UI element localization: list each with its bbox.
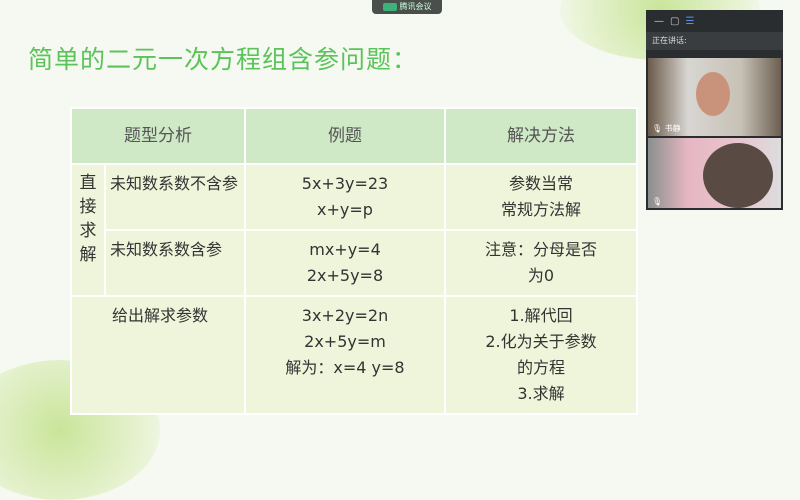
method-line: 2.化为关于参数 — [485, 332, 597, 351]
method-cell: 参数当常 常规方法解 — [444, 163, 638, 231]
equation: 解为：x=4 y=8 — [285, 358, 405, 377]
header-example: 例题 — [244, 107, 446, 165]
app-logo-icon — [382, 2, 397, 11]
header-method: 解决方法 — [444, 107, 638, 165]
app-name: 腾讯会议 — [399, 2, 432, 11]
equation: 5x+3y=23 — [301, 174, 389, 193]
meeting-video-panel: — ▢ ☰ 正在讲话: 🎙 书静 🎙 — [646, 10, 783, 210]
mic-icon: 🎙 — [652, 197, 663, 206]
participant-tag: 🎙 书静 — [652, 123, 681, 134]
method-line: 的方程 — [516, 358, 565, 377]
example-cell: 5x+3y=23 x+y=p — [244, 163, 446, 231]
equation: 2x+5y=8 — [306, 266, 384, 285]
participant-face — [703, 143, 773, 208]
equation: 3x+2y=2n — [301, 306, 389, 325]
method-cell: 1.解代回 2.化为关于参数 的方程 3.求解 — [444, 295, 638, 415]
type-cell: 未知数系数不含参 — [104, 163, 246, 231]
participant-video[interactable]: 🎙 — [648, 138, 781, 208]
method-line: 常规方法解 — [500, 200, 581, 219]
method-line: 参数当常 — [508, 174, 573, 193]
participant-face — [696, 72, 730, 116]
method-line: 3.求解 — [517, 384, 565, 403]
group-label: 直接求解 — [70, 163, 106, 297]
type-cell: 未知数系数含参 — [104, 229, 246, 297]
minimize-icon[interactable]: — — [654, 15, 664, 27]
restore-icon[interactable]: ▢ — [670, 15, 680, 27]
example-cell: mx+y=4 2x+5y=8 — [244, 229, 446, 297]
participant-name: 书静 — [664, 124, 681, 133]
method-line: 为0 — [527, 266, 555, 285]
participant-video[interactable]: 🎙 书静 — [648, 58, 781, 136]
method-cell: 注意：分母是否 为0 — [444, 229, 638, 297]
mic-icon: 🎙 — [652, 124, 663, 133]
header-analysis: 题型分析 — [70, 107, 246, 165]
slide-title: 简单的二元一次方程组含参问题： — [28, 45, 419, 74]
speaking-label: 正在讲话: — [646, 32, 783, 50]
equation: x+y=p — [317, 200, 373, 219]
method-line: 1.解代回 — [509, 306, 573, 325]
equation: mx+y=4 — [309, 240, 381, 259]
video-toolbar: — ▢ ☰ — [646, 10, 783, 32]
type-cell: 给出解求参数 — [70, 295, 246, 415]
slide-table: 题型分析 例题 解决方法 直接求解 未知数系数不含参 5x+3y=23 x+y=p… — [70, 107, 638, 415]
example-cell: 3x+2y=2n 2x+5y=m 解为：x=4 y=8 — [244, 295, 446, 415]
method-line: 注意：分母是否 — [484, 240, 597, 259]
equation: 2x+5y=m — [304, 332, 386, 351]
list-icon[interactable]: ☰ — [685, 15, 695, 27]
meeting-app-badge[interactable]: 腾讯会议 — [372, 0, 442, 14]
